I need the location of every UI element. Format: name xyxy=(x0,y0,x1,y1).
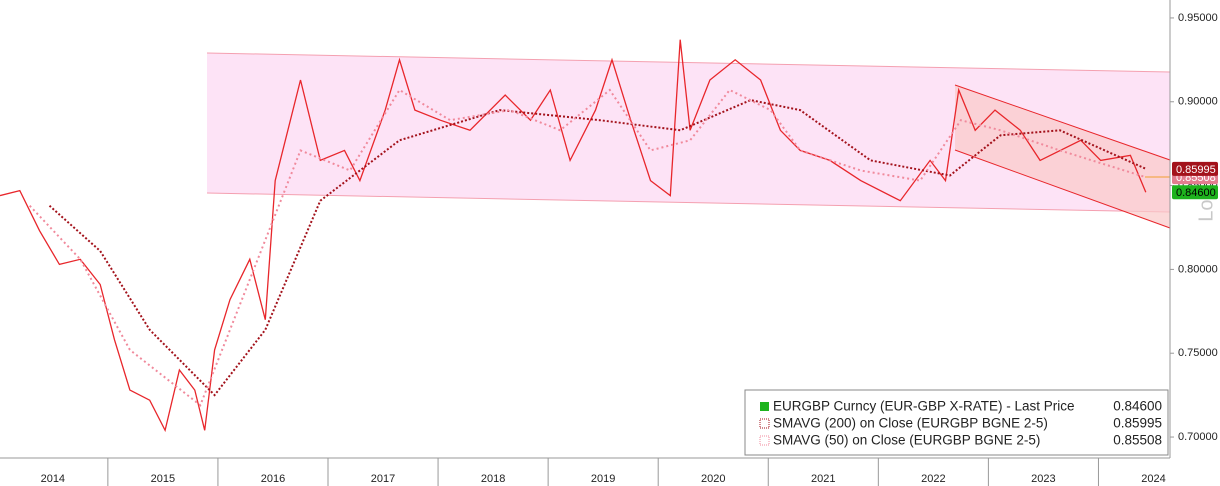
y-tick-label: 0.70000 xyxy=(1178,431,1218,443)
legend-label: SMAVG (50) on Close (EURGBP BGNE 2-5) xyxy=(773,433,1040,448)
legend-box xyxy=(744,389,1169,456)
legend-label: SMAVG (200) on Close (EURGBP BGNE 2-5) xyxy=(773,416,1048,431)
down-channel-top xyxy=(954,84,1171,161)
legend-swatch xyxy=(759,418,770,429)
x-tick-label: 2015 xyxy=(151,473,175,485)
x-tick-label: 2016 xyxy=(261,473,285,485)
price-badge-label: 0.85995 xyxy=(1176,164,1216,176)
y-tick-label: 0.90000 xyxy=(1178,96,1218,108)
price-line xyxy=(0,39,1147,433)
price-badge xyxy=(1172,185,1218,200)
x-tick-label: 2020 xyxy=(701,473,725,485)
x-tick-label: 2024 xyxy=(1141,473,1165,485)
legend-swatch xyxy=(759,435,770,446)
sma-line xyxy=(48,99,1147,397)
channel-bottom xyxy=(206,192,1171,213)
x-tick-label: 2022 xyxy=(921,473,945,485)
series-layer xyxy=(0,39,1147,433)
x-tick-label: 2018 xyxy=(481,473,505,485)
legend-value: 0.85508 xyxy=(1113,433,1162,448)
legend-swatch xyxy=(760,402,769,411)
x-tick-label: 2014 xyxy=(41,473,65,485)
y-tick-label: 0.80000 xyxy=(1178,263,1218,275)
legend-value: 0.84600 xyxy=(1113,399,1162,414)
x-tick-label: 2023 xyxy=(1031,473,1055,485)
y-tick-label: 0.75000 xyxy=(1178,347,1218,359)
price-badge-label: 0.84600 xyxy=(1176,187,1216,199)
y-tick-label: 0.95000 xyxy=(1178,12,1218,24)
sma-line xyxy=(28,88,1147,407)
legend-value: 0.85995 xyxy=(1113,416,1162,431)
channel-top xyxy=(206,52,1171,73)
x-tick-label: 2017 xyxy=(371,473,395,485)
legend-label: EURGBP Curncy (EUR-GBP X-RATE) - Last Pr… xyxy=(773,399,1075,414)
x-tick-label: 2019 xyxy=(591,473,615,485)
price-badge xyxy=(1172,161,1218,176)
down-channel-bottom xyxy=(954,149,1171,229)
channel-band xyxy=(207,53,1170,212)
x-tick-label: 2021 xyxy=(811,473,835,485)
